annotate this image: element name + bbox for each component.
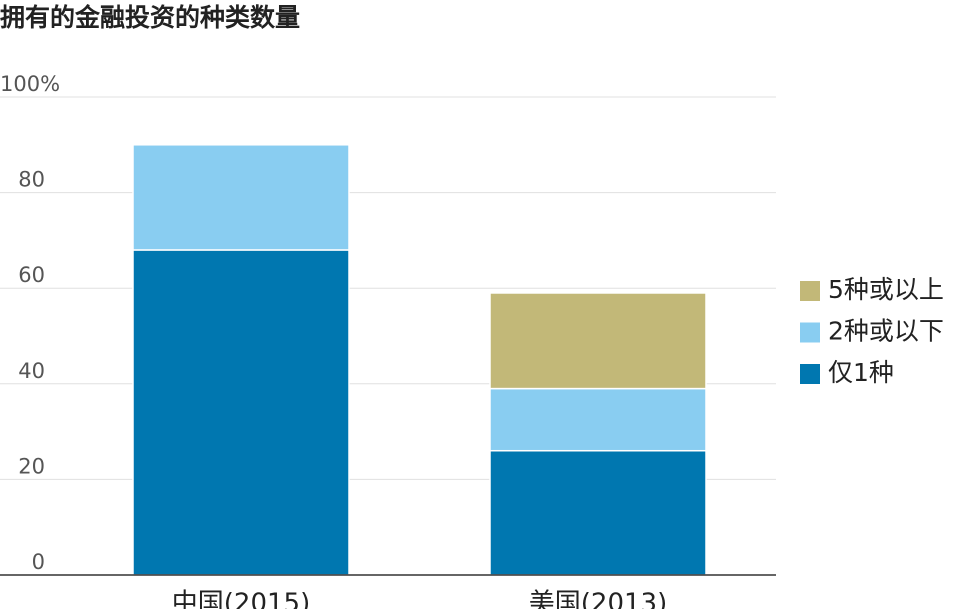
bar-segment bbox=[132, 144, 350, 251]
legend-swatch bbox=[800, 281, 820, 301]
legend-swatch bbox=[800, 364, 820, 384]
x-tick-label: 中国(2015) bbox=[172, 589, 310, 609]
chart-title: 拥有的金融投资的种类数量 bbox=[0, 3, 300, 32]
bar-segment bbox=[489, 387, 707, 452]
y-tick-label: 20 bbox=[18, 454, 45, 478]
bar-segment bbox=[132, 249, 350, 576]
y-tick-label: 0 bbox=[32, 550, 45, 574]
x-tick-label: 美国(2013) bbox=[529, 589, 667, 609]
y-tick-label: 60 bbox=[18, 263, 45, 287]
bar-segment bbox=[489, 449, 707, 576]
bar-segment bbox=[489, 292, 707, 390]
legend-label: 5种或以上 bbox=[828, 275, 944, 304]
y-tick-label: 100% bbox=[0, 72, 60, 96]
legend-swatch bbox=[800, 322, 820, 343]
y-tick-label: 80 bbox=[18, 168, 45, 192]
y-tick-label: 40 bbox=[18, 359, 45, 383]
legend-label: 仅1种 bbox=[828, 358, 894, 387]
legend-label: 2种或以下 bbox=[828, 317, 944, 346]
